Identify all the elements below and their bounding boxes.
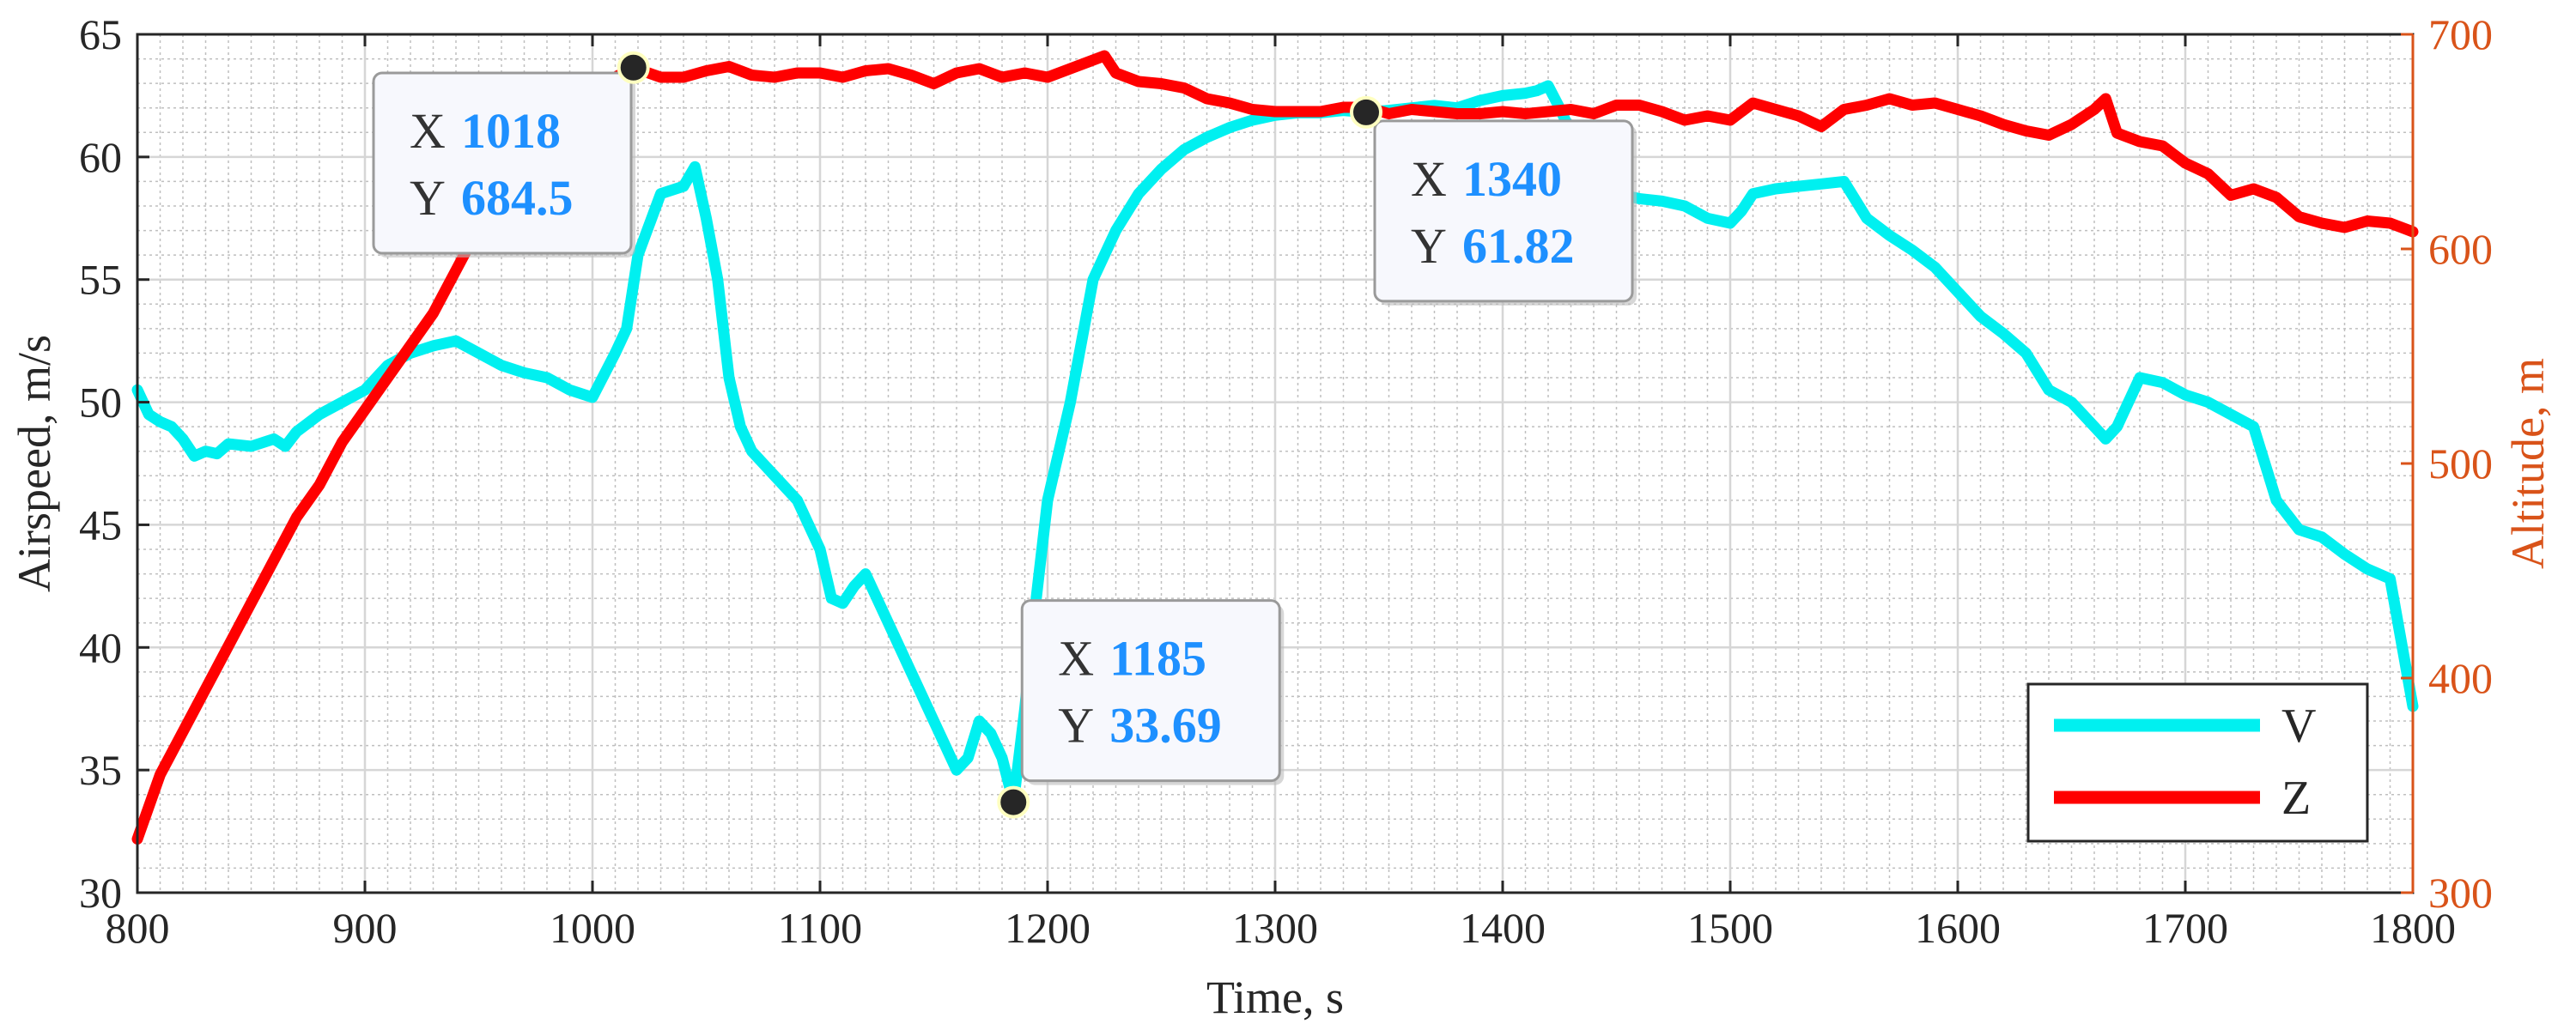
x-tick-label: 1300 (1232, 904, 1318, 952)
datatip-x-label: X (1058, 631, 1094, 687)
datatip-y-value: 61.82 (1462, 218, 1575, 274)
datatip-y-value: 33.69 (1109, 698, 1222, 754)
y-left-tick-label: 35 (79, 746, 122, 794)
y-left-tick-label: 40 (79, 623, 122, 671)
x-tick-label: 800 (106, 904, 170, 952)
x-tick-label: 1800 (2370, 904, 2456, 952)
legend-label-v: V (2281, 700, 2316, 753)
y-right-tick-label: 300 (2428, 869, 2493, 917)
datatip-marker (1350, 95, 1382, 129)
y-right-tick-label: 700 (2428, 10, 2493, 58)
x-axis-title: Time, s (1206, 972, 1344, 1023)
datatip-y-label: Y (1058, 698, 1094, 754)
datatips: X 1018 Y 684.5 X 1185 Y 33.69 X 1340 Y 61.82 (372, 51, 1637, 819)
legend-box (2026, 682, 2369, 843)
y-left-tick-label: 30 (79, 869, 122, 917)
datatip: X 1185 Y 33.69 (997, 599, 1285, 819)
x-tick-label: 900 (333, 904, 398, 952)
x-tick-label: 1100 (778, 904, 862, 952)
x-tick-label: 1700 (2142, 904, 2228, 952)
datatip-x-value: 1340 (1462, 151, 1562, 207)
datatip-box (1373, 119, 1634, 303)
y-left-tick-label: 45 (79, 500, 122, 548)
y-right-tick-label: 600 (2428, 225, 2493, 273)
x-tick-label: 1600 (1915, 904, 2001, 952)
axis-ticks: 800 900 1000 1100 1200 1300 1400 1500 1600 1700 18… (79, 10, 2493, 952)
series-line-v (131, 80, 2419, 809)
y-left-tick-label: 60 (79, 133, 122, 181)
datatip-y-label: Y (410, 170, 446, 226)
datatip-y-label: Y (1411, 218, 1447, 274)
y-left-tick-label: 50 (79, 379, 122, 427)
y-axis-left-title: Airspeed, m/s (9, 335, 60, 592)
datatip-marker (997, 785, 1030, 819)
datatip-x-label: X (1411, 151, 1447, 207)
datatip-x-value: 1018 (461, 103, 561, 159)
datatip-box (1020, 599, 1281, 783)
datatip-box (372, 71, 633, 255)
datatip: X 1018 Y 684.5 (372, 51, 650, 258)
datatip-y-value: 684.5 (461, 170, 574, 226)
y-right-tick-label: 500 (2428, 439, 2493, 488)
y-left-tick-label: 55 (79, 256, 122, 304)
x-tick-label: 1500 (1687, 904, 1773, 952)
datatip-x-label: X (410, 103, 446, 159)
legend-label-z: Z (2281, 772, 2311, 825)
datatip: X 1340 Y 61.82 (1350, 95, 1637, 306)
y-axis-right-title: Altitude, m (2502, 358, 2554, 569)
datatip-x-value: 1185 (1109, 631, 1206, 687)
y-right-tick-label: 400 (2428, 654, 2493, 702)
y-left-tick-label: 65 (79, 10, 122, 58)
legend: V Z (2026, 682, 2369, 843)
x-tick-label: 1000 (550, 904, 635, 952)
datatip-marker (617, 51, 650, 84)
x-tick-label: 1200 (1005, 904, 1091, 952)
x-tick-label: 1400 (1460, 904, 1546, 952)
